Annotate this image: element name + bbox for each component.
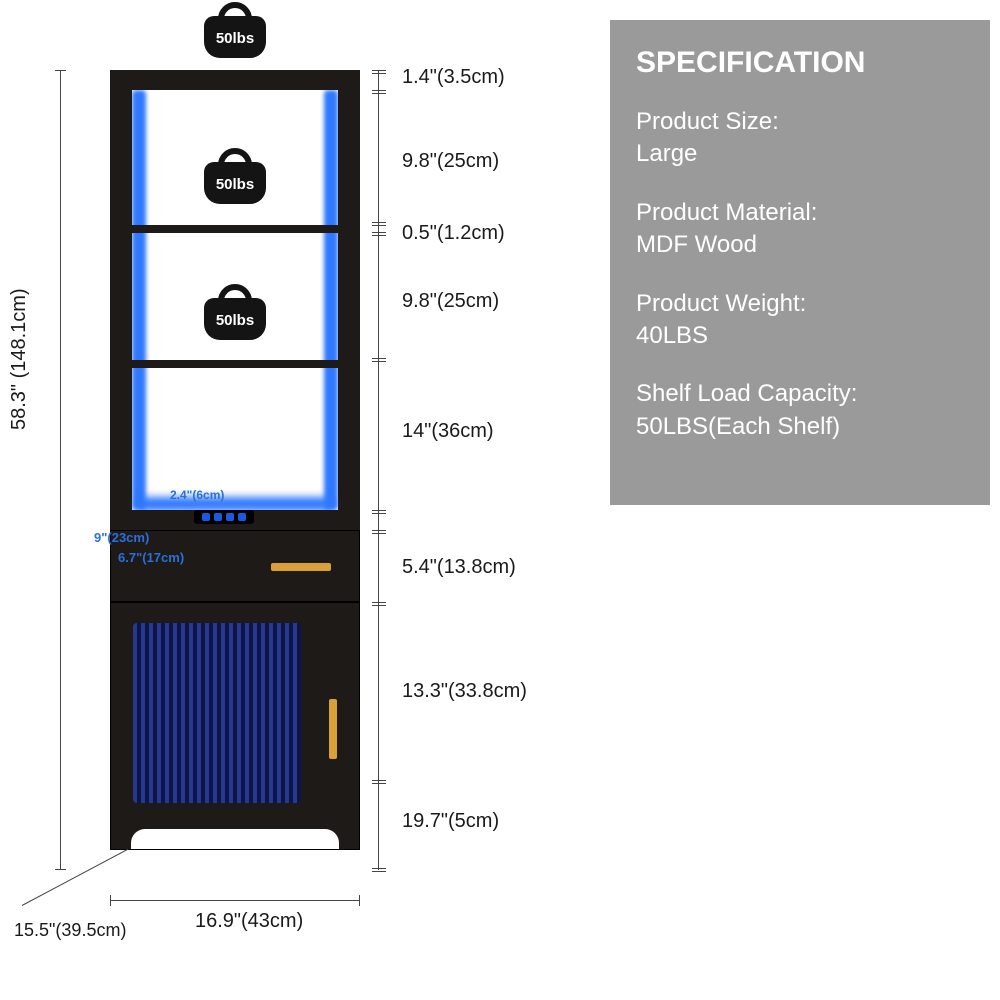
segment-rule	[378, 70, 379, 870]
led-strip-left	[132, 90, 146, 510]
weight-label: 50lbs	[196, 176, 274, 193]
tick	[372, 510, 386, 511]
dim-base: 19.7"(5cm)	[402, 810, 499, 833]
tick	[372, 70, 386, 71]
spec-label: Shelf Load Capacity:	[636, 378, 964, 410]
dim-cabinet: 13.3"(33.8cm)	[402, 680, 527, 703]
spec-value: 40LBS	[636, 320, 964, 352]
spec-item-material: Product Material: MDF Wood	[636, 197, 964, 262]
spec-item-capacity: Shelf Load Capacity: 50LBS(Each Shelf)	[636, 378, 964, 443]
charging-dimension: 2.4"(6cm)	[170, 488, 224, 502]
depth-label-a: 9"(23cm)	[94, 530, 149, 545]
spec-label: Product Weight:	[636, 288, 964, 320]
side-panel-right	[338, 70, 360, 510]
base-cutout	[131, 829, 339, 849]
tick	[372, 868, 386, 869]
tick	[372, 90, 386, 91]
shelf-2	[132, 360, 338, 368]
spec-value: 50LBS(Each Shelf)	[636, 411, 964, 443]
depth-label-b: 6.7"(17cm)	[118, 550, 184, 565]
dim-shelf-thk: 0.5"(1.2cm)	[402, 222, 505, 245]
spec-title: SPECIFICATION	[636, 46, 964, 80]
spec-item-weight: Product Weight: 40LBS	[636, 288, 964, 353]
dim-top-board: 1.4"(3.5cm)	[402, 66, 505, 89]
dim-drawer: 5.4"(13.8cm)	[402, 556, 516, 579]
cabinet-handle	[329, 699, 337, 759]
weight-label: 50lbs	[196, 312, 274, 329]
side-panel-left	[110, 70, 132, 510]
cabinet-door	[133, 623, 301, 803]
product-illustration: 50lbs 50lbs 50lbs 2.4"(6cm)	[110, 70, 360, 870]
spec-label: Product Size:	[636, 106, 964, 138]
spec-label: Product Material:	[636, 197, 964, 229]
desk-led-glow	[136, 497, 334, 511]
width-label: 16.9"(43cm)	[195, 910, 303, 933]
dim-open-space: 14"(36cm)	[402, 420, 494, 443]
cabinet	[110, 602, 360, 850]
spec-value: Large	[636, 138, 964, 170]
weight-marker-shelf1: 50lbs	[196, 162, 274, 222]
shelf-1	[132, 225, 338, 233]
width-rule	[110, 900, 360, 901]
weight-marker-top: 50lbs	[196, 16, 274, 76]
led-strip-right	[324, 90, 338, 510]
charging-outlet	[194, 510, 254, 524]
tick	[372, 358, 386, 359]
weight-marker-shelf2: 50lbs	[196, 298, 274, 358]
tick	[372, 530, 386, 531]
tick	[372, 232, 386, 233]
tick	[372, 602, 386, 603]
depth-arrow	[22, 849, 128, 906]
tick	[372, 780, 386, 781]
dim-shelf-space-1: 9.8"(25cm)	[402, 150, 499, 173]
total-height-rule	[60, 70, 61, 870]
specification-panel: SPECIFICATION Product Size: Large Produc…	[610, 20, 990, 505]
tick	[372, 222, 386, 223]
drawer-handle	[271, 563, 331, 571]
total-height-label: 58.3" (148.1cm)	[8, 288, 31, 430]
depth-label: 15.5"(39.5cm)	[14, 920, 126, 941]
spec-value: MDF Wood	[636, 229, 964, 261]
dim-shelf-space-2: 9.8"(25cm)	[402, 290, 499, 313]
spec-item-size: Product Size: Large	[636, 106, 964, 171]
weight-label: 50lbs	[196, 30, 274, 47]
